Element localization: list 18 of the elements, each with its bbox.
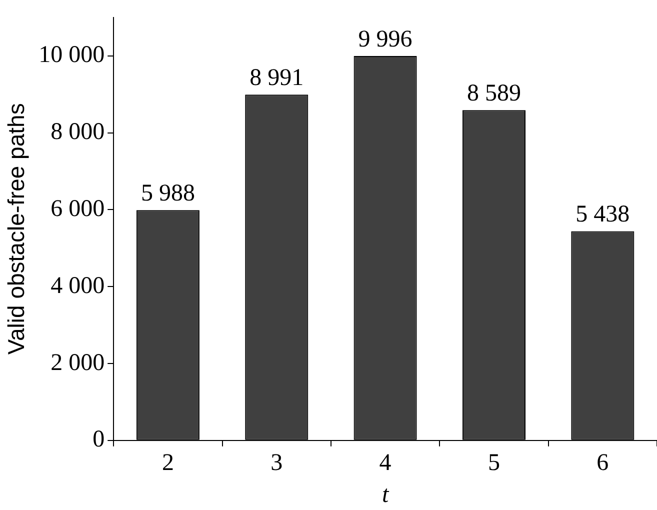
x-tick-label: 5 — [488, 450, 500, 476]
x-axis-title: t — [382, 482, 390, 508]
y-axis-title: Valid obstacle-free paths — [3, 103, 30, 355]
x-tick-label: 6 — [596, 450, 609, 476]
y-tick-label: 6 000 — [50, 196, 105, 222]
data-label: 5 988 — [140, 180, 195, 206]
y-tick-label: 8 000 — [50, 119, 105, 146]
data-label: 9 996 — [358, 26, 412, 52]
data-label: 8 589 — [466, 80, 521, 106]
data-label: 5 438 — [576, 202, 630, 228]
data-label: 8 991 — [250, 64, 304, 91]
x-tick-label: 2 — [162, 450, 174, 476]
x-tick-label: 4 — [379, 450, 392, 476]
y-tick-label: 10 000 — [38, 42, 105, 68]
y-tick-label: 0 — [92, 426, 105, 453]
y-tick-label: 2 000 — [50, 350, 105, 376]
x-tick-label: 3 — [270, 450, 283, 476]
y-tick-label: 4 000 — [50, 272, 105, 299]
